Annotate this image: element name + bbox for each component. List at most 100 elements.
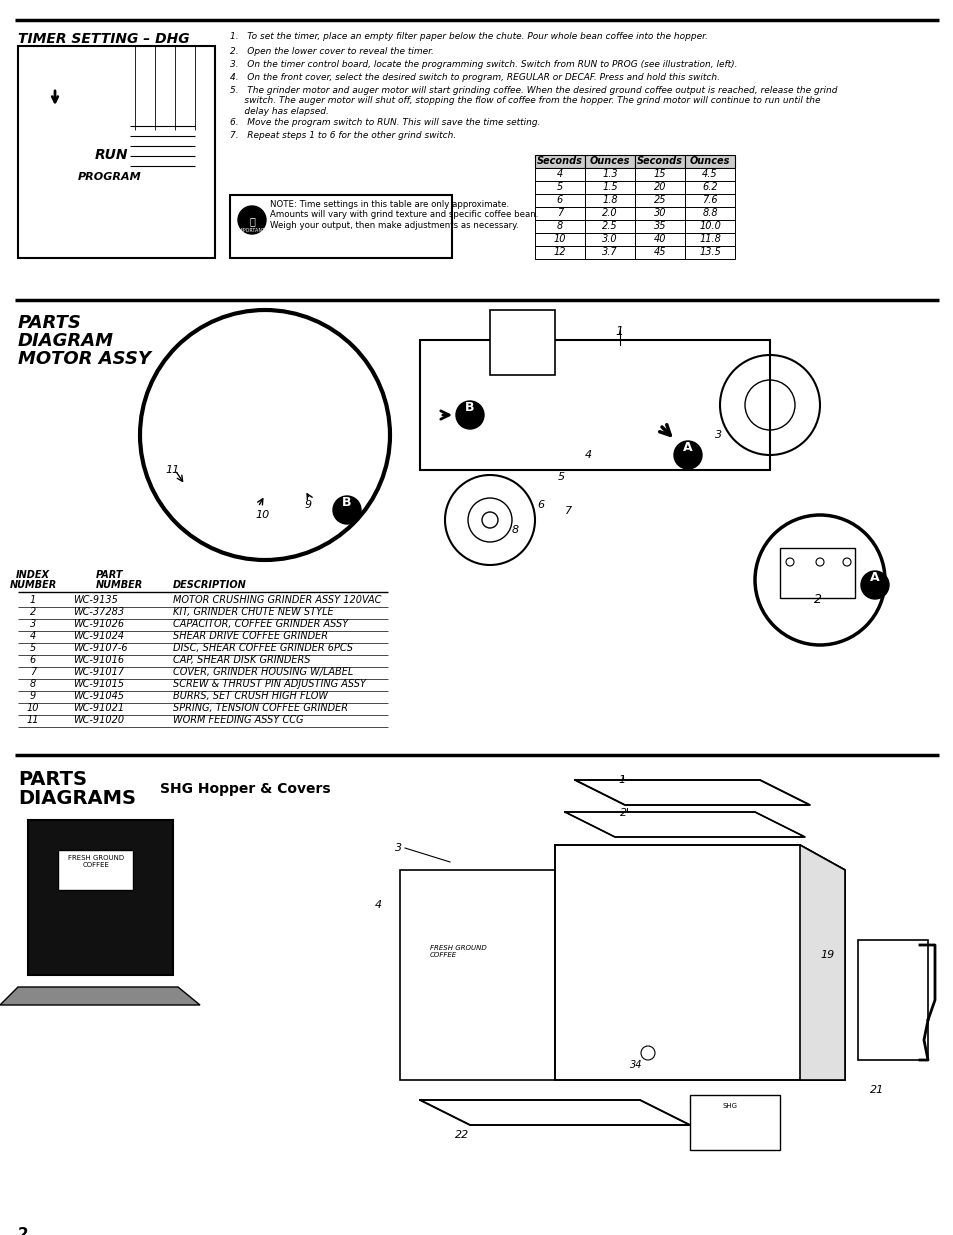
Text: DESCRIPTION: DESCRIPTION: [172, 580, 247, 590]
Text: BURRS, SET CRUSH HIGH FLOW: BURRS, SET CRUSH HIGH FLOW: [172, 692, 328, 701]
Text: 3: 3: [395, 844, 402, 853]
Text: WC-91045: WC-91045: [73, 692, 124, 701]
Text: 1: 1: [615, 325, 622, 338]
Text: 4: 4: [375, 900, 382, 910]
Bar: [584, 220, 635, 233]
Text: 7: 7: [557, 207, 562, 219]
Circle shape: [785, 558, 793, 566]
Text: WC-91026: WC-91026: [73, 619, 124, 629]
Text: 35: 35: [653, 221, 665, 231]
Bar: [584, 246, 635, 259]
Text: DIAGRAM: DIAGRAM: [18, 332, 113, 350]
Bar: [780, 548, 854, 598]
Text: 2.   Open the lower cover to reveal the timer.: 2. Open the lower cover to reveal the ti…: [230, 47, 434, 56]
Text: SCREW & THRUST PIN ADJUSTING ASSY: SCREW & THRUST PIN ADJUSTING ASSY: [172, 679, 366, 689]
Text: 8.8: 8.8: [701, 207, 717, 219]
Bar: [419, 340, 769, 471]
Bar: [635, 233, 684, 246]
Text: 6.2: 6.2: [701, 182, 717, 191]
Text: Seconds: Seconds: [537, 156, 582, 165]
Text: NOTE: Time settings in this table are only approximate.
Amounts will vary with g: NOTE: Time settings in this table are on…: [270, 200, 537, 230]
Bar: [689, 1095, 780, 1150]
Text: Seconds: Seconds: [637, 156, 682, 165]
Text: 9: 9: [305, 500, 312, 510]
Bar: [684, 156, 734, 168]
Text: 2: 2: [18, 1228, 29, 1235]
Text: 4.   On the front cover, select the desired switch to program, REGULAR or DECAF.: 4. On the front cover, select the desire…: [230, 73, 720, 82]
Text: WC-9107-6: WC-9107-6: [73, 643, 128, 653]
Text: SPRING, TENSION COFFEE GRINDER: SPRING, TENSION COFFEE GRINDER: [172, 703, 348, 713]
Text: B: B: [465, 400, 475, 414]
Circle shape: [815, 558, 823, 566]
Text: 12: 12: [553, 247, 566, 257]
Text: WC-91017: WC-91017: [73, 667, 124, 677]
Text: CAPACITOR, COFFEE GRINDER ASSY: CAPACITOR, COFFEE GRINDER ASSY: [172, 619, 348, 629]
Bar: [230, 195, 452, 258]
Bar: [490, 310, 555, 375]
Bar: [684, 207, 734, 220]
Text: Ounces: Ounces: [689, 156, 729, 165]
Text: WC-9135: WC-9135: [73, 595, 118, 605]
Text: WC-91024: WC-91024: [73, 631, 124, 641]
Text: 3.7: 3.7: [601, 247, 618, 257]
Text: 25: 25: [653, 195, 665, 205]
Text: CAP, SHEAR DISK GRINDERS: CAP, SHEAR DISK GRINDERS: [172, 655, 310, 664]
Bar: [635, 182, 684, 194]
Text: 3.0: 3.0: [601, 233, 618, 245]
Text: 2: 2: [30, 606, 36, 618]
Polygon shape: [419, 1100, 689, 1125]
Bar: [535, 207, 584, 220]
Circle shape: [673, 441, 701, 469]
Circle shape: [456, 401, 483, 429]
Text: 2.5: 2.5: [601, 221, 618, 231]
Text: 30: 30: [653, 207, 665, 219]
Text: 10.0: 10.0: [699, 221, 720, 231]
Text: IMPORTANT: IMPORTANT: [237, 228, 266, 233]
Bar: [684, 168, 734, 182]
Text: FRESH GROUND
COFFEE: FRESH GROUND COFFEE: [430, 945, 486, 958]
Circle shape: [842, 558, 850, 566]
Text: 45: 45: [653, 247, 665, 257]
Text: 1.   To set the timer, place an empty filter paper below the chute. Pour whole b: 1. To set the timer, place an empty filt…: [230, 32, 707, 41]
Text: TIMER SETTING – DHG: TIMER SETTING – DHG: [18, 32, 190, 46]
Text: WC-37283: WC-37283: [73, 606, 124, 618]
Text: 10: 10: [553, 233, 566, 245]
Text: 3.   On the timer control board, locate the programming switch. Switch from RUN : 3. On the timer control board, locate th…: [230, 61, 737, 69]
Text: 10: 10: [27, 703, 39, 713]
Text: 19: 19: [820, 950, 833, 960]
Bar: [584, 207, 635, 220]
Text: 1.3: 1.3: [601, 169, 618, 179]
Text: 4: 4: [30, 631, 36, 641]
Text: A: A: [682, 441, 692, 453]
Text: 5: 5: [557, 182, 562, 191]
Bar: [584, 194, 635, 207]
Text: 9: 9: [30, 692, 36, 701]
Text: MOTOR ASSY: MOTOR ASSY: [18, 350, 151, 368]
Polygon shape: [575, 781, 809, 805]
Bar: [857, 940, 927, 1060]
Text: 5: 5: [558, 472, 564, 482]
Bar: [535, 220, 584, 233]
Text: COVER, GRINDER HOUSING W/LABEL: COVER, GRINDER HOUSING W/LABEL: [172, 667, 353, 677]
Text: 3: 3: [714, 430, 721, 440]
Text: 8: 8: [557, 221, 562, 231]
Text: 7: 7: [564, 506, 572, 516]
Circle shape: [640, 1046, 655, 1060]
Text: SHEAR DRIVE COFFEE GRINDER: SHEAR DRIVE COFFEE GRINDER: [172, 631, 328, 641]
Text: MOTOR CRUSHING GRINDER ASSY 120VAC: MOTOR CRUSHING GRINDER ASSY 120VAC: [172, 595, 381, 605]
Text: PART: PART: [96, 571, 123, 580]
Text: WC-91015: WC-91015: [73, 679, 124, 689]
Text: 1.8: 1.8: [601, 195, 618, 205]
Text: RUN: RUN: [95, 148, 129, 162]
Text: 7.6: 7.6: [701, 195, 717, 205]
Bar: [584, 168, 635, 182]
Text: 5.   The grinder motor and auger motor will start grinding coffee. When the desi: 5. The grinder motor and auger motor wil…: [230, 86, 837, 116]
Bar: [635, 194, 684, 207]
Text: Ounces: Ounces: [589, 156, 630, 165]
Text: INDEX: INDEX: [16, 571, 50, 580]
Text: 6.   Move the program switch to RUN. This will save the time setting.: 6. Move the program switch to RUN. This …: [230, 119, 540, 127]
Text: 11.8: 11.8: [699, 233, 720, 245]
Text: 4: 4: [557, 169, 562, 179]
Text: 22: 22: [455, 1130, 469, 1140]
Text: 5: 5: [30, 643, 36, 653]
